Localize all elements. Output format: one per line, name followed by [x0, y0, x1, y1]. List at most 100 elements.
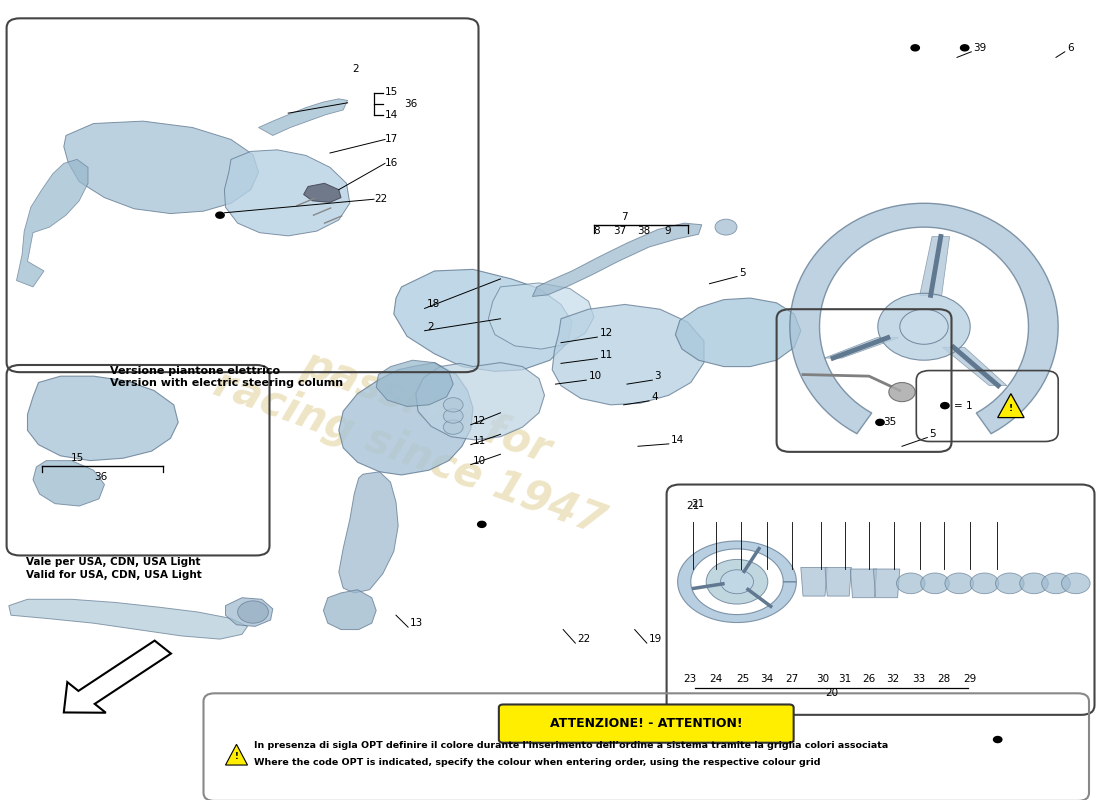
- Polygon shape: [943, 347, 1006, 386]
- Polygon shape: [532, 223, 702, 297]
- FancyBboxPatch shape: [499, 705, 794, 742]
- Polygon shape: [64, 121, 258, 214]
- Circle shape: [921, 573, 949, 594]
- Text: 25: 25: [736, 674, 749, 684]
- Circle shape: [443, 398, 463, 412]
- Polygon shape: [488, 283, 594, 349]
- Text: 39: 39: [974, 43, 987, 53]
- Text: 36: 36: [404, 98, 417, 109]
- Text: !: !: [234, 752, 239, 761]
- Text: 21: 21: [686, 501, 700, 511]
- Circle shape: [896, 573, 925, 594]
- Text: 38: 38: [637, 226, 650, 236]
- Polygon shape: [9, 599, 248, 639]
- Polygon shape: [675, 298, 801, 366]
- Polygon shape: [33, 461, 104, 506]
- Text: !: !: [1009, 404, 1013, 414]
- Text: 10: 10: [588, 371, 602, 381]
- Text: 3: 3: [654, 371, 661, 381]
- Polygon shape: [339, 472, 398, 593]
- Text: 20: 20: [825, 688, 838, 698]
- Polygon shape: [873, 569, 900, 598]
- Polygon shape: [304, 183, 341, 202]
- Text: 24: 24: [710, 674, 723, 684]
- Polygon shape: [28, 376, 178, 461]
- Polygon shape: [801, 567, 827, 596]
- Circle shape: [477, 522, 486, 527]
- Circle shape: [443, 409, 463, 423]
- Text: Where the code OPT is indicated, specify the colour when entering order, using t: Where the code OPT is indicated, specify…: [254, 758, 821, 767]
- Text: 12: 12: [600, 328, 613, 338]
- Text: 28: 28: [937, 674, 950, 684]
- Circle shape: [876, 419, 884, 426]
- Circle shape: [970, 573, 999, 594]
- Polygon shape: [416, 362, 544, 440]
- Polygon shape: [226, 744, 248, 765]
- Polygon shape: [226, 598, 273, 626]
- Text: = 1: = 1: [954, 401, 972, 410]
- Polygon shape: [394, 270, 572, 371]
- Text: 21: 21: [691, 498, 704, 509]
- Text: 15: 15: [70, 454, 84, 463]
- Text: Vale per USA, CDN, USA Light: Vale per USA, CDN, USA Light: [26, 557, 201, 567]
- Polygon shape: [790, 203, 1058, 434]
- Text: Valid for USA, CDN, USA Light: Valid for USA, CDN, USA Light: [26, 570, 202, 580]
- Text: 5: 5: [739, 267, 746, 278]
- Text: 14: 14: [671, 435, 684, 445]
- Circle shape: [706, 559, 768, 604]
- Text: ATTENZIONE! - ATTENTION!: ATTENZIONE! - ATTENTION!: [550, 717, 742, 730]
- Text: 15: 15: [385, 87, 398, 98]
- Text: 34: 34: [760, 674, 773, 684]
- Circle shape: [993, 737, 1002, 742]
- Polygon shape: [850, 569, 877, 598]
- Text: 22: 22: [374, 194, 387, 204]
- Circle shape: [996, 573, 1024, 594]
- Circle shape: [715, 219, 737, 235]
- Text: 27: 27: [785, 674, 799, 684]
- Circle shape: [940, 402, 949, 409]
- Circle shape: [945, 573, 974, 594]
- Text: 36: 36: [95, 471, 108, 482]
- Text: 37: 37: [613, 226, 626, 236]
- Text: 31: 31: [838, 674, 851, 684]
- Text: 13: 13: [410, 618, 424, 628]
- Circle shape: [1062, 573, 1090, 594]
- Circle shape: [1020, 573, 1048, 594]
- Text: 8: 8: [593, 226, 600, 236]
- Polygon shape: [16, 159, 88, 287]
- Text: 4: 4: [651, 392, 658, 402]
- Text: 17: 17: [385, 134, 398, 145]
- Circle shape: [960, 45, 969, 51]
- Text: 29: 29: [964, 674, 977, 684]
- Text: passion for
racing since 1947: passion for racing since 1947: [208, 317, 628, 543]
- Text: 32: 32: [887, 674, 900, 684]
- Text: In presenza di sigla OPT definire il colore durante l'inserimento dell’ordine a : In presenza di sigla OPT definire il col…: [254, 741, 889, 750]
- Text: Version with electric steering column: Version with electric steering column: [110, 378, 343, 387]
- Circle shape: [443, 420, 463, 434]
- Text: 5: 5: [930, 429, 936, 438]
- Text: 9: 9: [664, 226, 671, 236]
- Polygon shape: [552, 305, 704, 405]
- Circle shape: [911, 45, 920, 51]
- Text: 11: 11: [473, 436, 486, 446]
- Polygon shape: [323, 590, 376, 630]
- Text: 19: 19: [649, 634, 662, 644]
- Text: 22: 22: [578, 634, 591, 644]
- Text: 26: 26: [862, 674, 876, 684]
- Circle shape: [1042, 573, 1070, 594]
- Text: Versione piantone elettrico: Versione piantone elettrico: [110, 366, 280, 376]
- Text: 7: 7: [621, 212, 628, 222]
- Text: 12: 12: [473, 416, 486, 426]
- Polygon shape: [339, 362, 473, 475]
- Text: 2: 2: [352, 64, 359, 74]
- Circle shape: [878, 294, 970, 360]
- FancyArrow shape: [64, 641, 170, 713]
- Text: 30: 30: [816, 674, 829, 684]
- Circle shape: [238, 601, 268, 623]
- Text: 23: 23: [683, 674, 696, 684]
- Circle shape: [900, 310, 948, 344]
- Polygon shape: [920, 237, 949, 295]
- Polygon shape: [998, 394, 1024, 418]
- Circle shape: [889, 382, 915, 402]
- Polygon shape: [376, 360, 453, 406]
